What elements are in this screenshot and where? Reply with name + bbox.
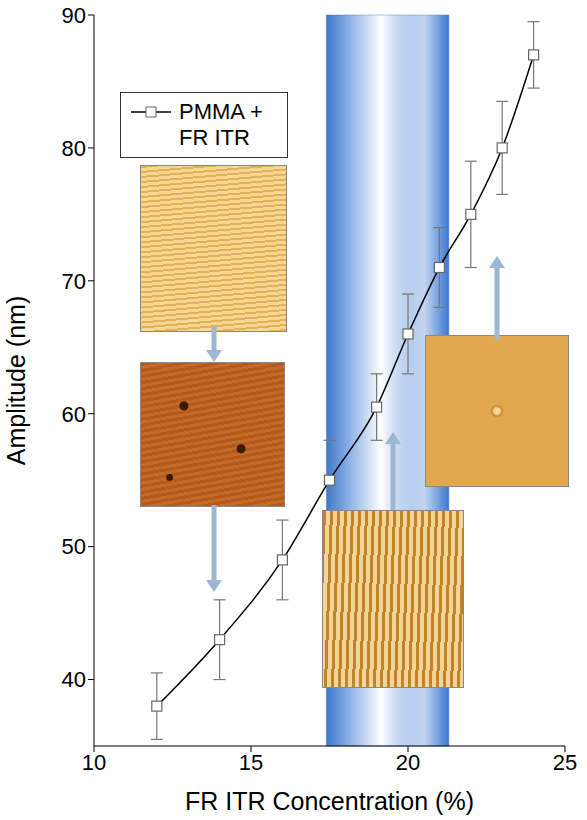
svg-text:Amplitude (nm): Amplitude (nm) (2, 296, 30, 466)
svg-text:90: 90 (62, 3, 86, 28)
svg-text:15: 15 (239, 750, 263, 775)
svg-text:20: 20 (396, 750, 420, 775)
svg-text:25: 25 (553, 750, 577, 775)
svg-text:40: 40 (62, 667, 86, 692)
svg-text:80: 80 (62, 136, 86, 161)
svg-text:70: 70 (62, 269, 86, 294)
svg-text:10: 10 (82, 750, 106, 775)
svg-text:FR ITR Concentration (%): FR ITR Concentration (%) (185, 787, 474, 815)
svg-text:60: 60 (62, 402, 86, 427)
svg-text:50: 50 (62, 534, 86, 559)
html-text:PMMA + FR ITR: PMMA + FR ITR (179, 99, 263, 150)
